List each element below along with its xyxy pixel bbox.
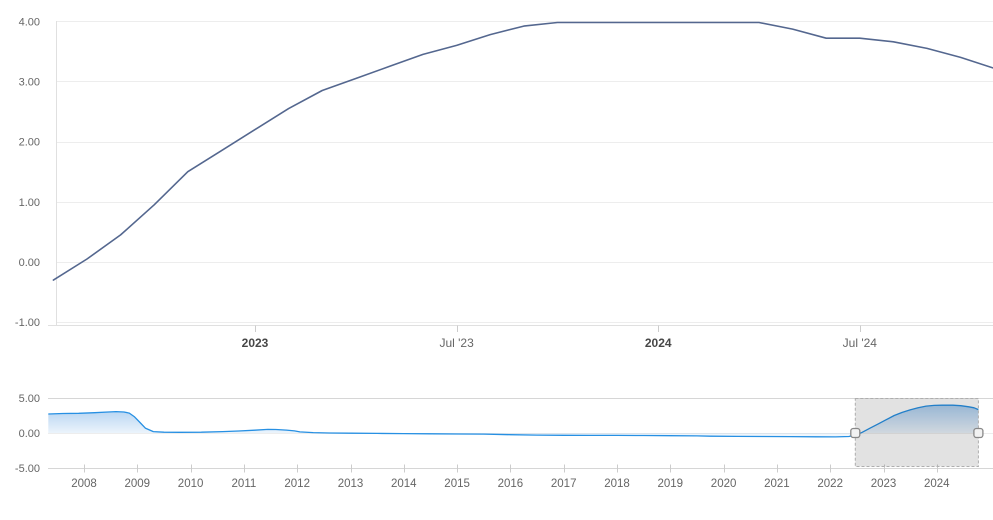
main-x-axis-label: 2023 bbox=[242, 336, 269, 350]
navigator-right-handle[interactable] bbox=[973, 427, 984, 439]
navigator-left-handle[interactable] bbox=[850, 427, 861, 439]
main-y-axis-label: 0.00 bbox=[19, 257, 40, 269]
main-x-axis-label: Jul '24 bbox=[843, 336, 878, 350]
navigator-y-axis-label: 5.00 bbox=[19, 393, 40, 405]
main-series-path bbox=[52, 21, 993, 281]
main-y-axis-label: 3.00 bbox=[19, 76, 40, 88]
navigator-y-axis-label: -5.00 bbox=[15, 463, 40, 475]
navigator-axis-labels: 5.00 0.00 -5.00 2008 2009 2010 2011 2012 2013 201… bbox=[15, 393, 950, 490]
main-chart-axis-labels: 4.00 3.00 2.00 1.00 0.00 -1.00 2023 Jul '23 2024… bbox=[15, 16, 877, 350]
navigator-year-label: 2015 bbox=[444, 478, 470, 490]
main-y-axis-label: 1.00 bbox=[19, 197, 40, 209]
navigator-year-label: 2024 bbox=[924, 478, 950, 490]
navigator-y-axis-label: 0.00 bbox=[19, 428, 40, 440]
navigator-year-label: 2009 bbox=[125, 478, 151, 490]
main-y-axis-label: 2.00 bbox=[19, 137, 40, 149]
main-plot-area[interactable] bbox=[48, 21, 993, 325]
main-x-axis-label: 2024 bbox=[645, 336, 672, 350]
navigator-year-label: 2012 bbox=[284, 478, 310, 490]
main-y-axis-label: -1.00 bbox=[15, 317, 40, 329]
main-chart-axes bbox=[48, 21, 993, 332]
navigator-year-label: 2016 bbox=[498, 478, 524, 490]
navigator-year-label: 2014 bbox=[391, 478, 417, 490]
main-x-axis-label: Jul '23 bbox=[439, 336, 474, 350]
navigator-selection-group bbox=[850, 398, 984, 467]
navigator-year-label: 2010 bbox=[178, 478, 204, 490]
navigator-year-label: 2011 bbox=[232, 478, 257, 490]
main-series-line bbox=[52, 21, 993, 281]
navigator-year-label: 2020 bbox=[711, 478, 737, 490]
navigator-year-label: 2017 bbox=[551, 478, 577, 490]
navigator-selected-range[interactable] bbox=[854, 398, 979, 467]
main-chart-gridlines bbox=[56, 21, 993, 323]
main-y-axis-label: 4.00 bbox=[19, 16, 40, 28]
navigator-series-area bbox=[48, 404, 979, 438]
navigator-year-label: 2008 bbox=[71, 478, 97, 490]
navigator-year-label: 2023 bbox=[871, 478, 897, 490]
navigator-year-label: 2013 bbox=[338, 478, 364, 490]
navigator-series-line bbox=[48, 404, 979, 438]
navigator-year-label: 2021 bbox=[764, 478, 790, 490]
navigator-year-label: 2019 bbox=[658, 478, 684, 490]
navigator-year-label: 2022 bbox=[817, 478, 843, 490]
navigator-year-label: 2018 bbox=[604, 478, 630, 490]
